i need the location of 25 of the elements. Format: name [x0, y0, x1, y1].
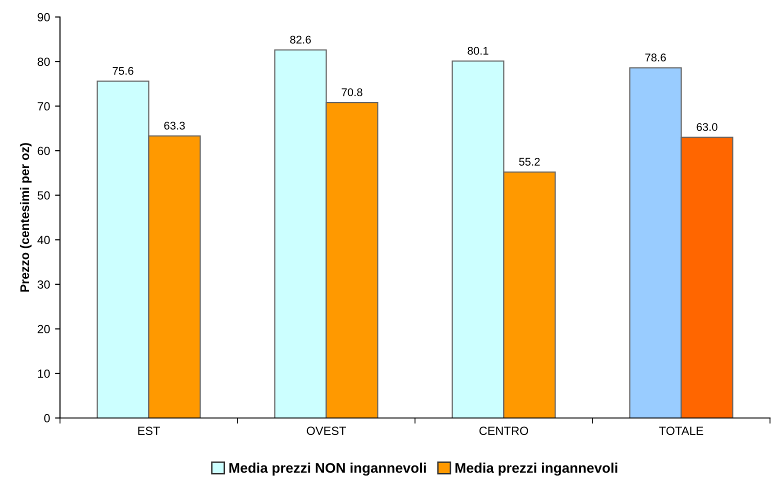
data-label: 63.0: [696, 123, 718, 131]
y-tick-label: 80: [38, 58, 50, 66]
data-label: 80.1: [468, 46, 488, 55]
y-tick-label: 10: [38, 369, 50, 378]
legend-label: Media prezzi NON ingannevoli: [229, 462, 426, 476]
data-label: 78.6: [645, 54, 666, 62]
data-label: 70.8: [342, 88, 362, 96]
data-label: 55.2: [519, 158, 540, 166]
y-tick-label: 50: [38, 191, 50, 200]
y-tick-label: 20: [38, 324, 50, 334]
data-label: 82.6: [290, 36, 311, 44]
x-tick-label: CENTRO: [479, 426, 528, 436]
y-tick-label: 0: [44, 414, 50, 422]
x-tick-label: TOTALE: [659, 426, 704, 436]
y-tick-label: 60: [38, 146, 50, 156]
data-label: 63.3: [164, 122, 185, 130]
x-tick-label: EST: [138, 426, 160, 436]
y-axis-title: Prezzo (centesimi per oz): [20, 143, 32, 292]
y-tick-label: 70: [38, 102, 50, 111]
data-label: 75.6: [112, 66, 134, 75]
y-tick-label: 40: [37, 236, 50, 244]
x-tick-label: OVEST: [306, 426, 346, 436]
y-tick-label: 90: [38, 13, 50, 22]
y-tick-label: 30: [38, 280, 50, 289]
legend-label: Media prezzi ingannevoli: [456, 462, 618, 476]
